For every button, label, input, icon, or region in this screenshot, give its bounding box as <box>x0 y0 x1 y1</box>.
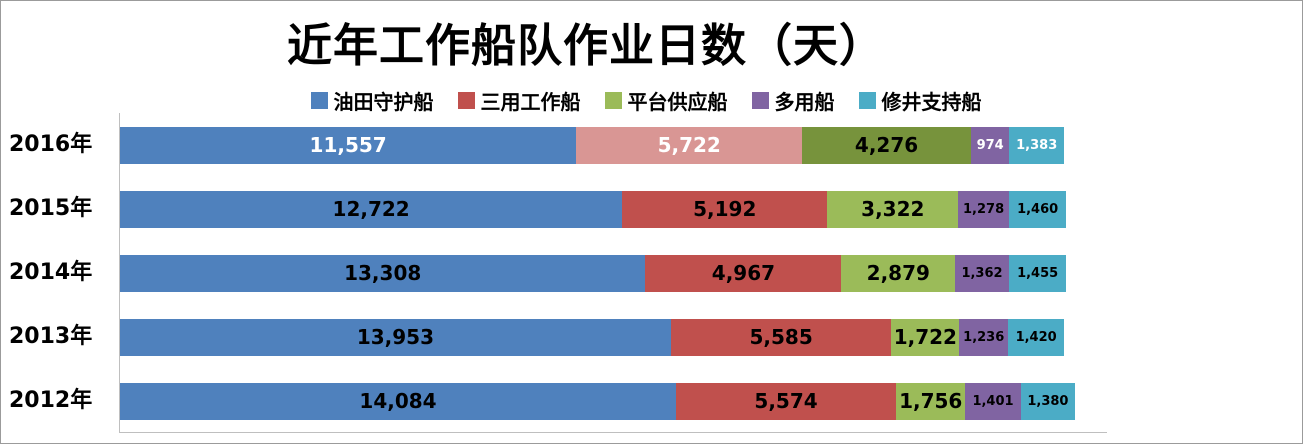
legend-label: 三用工作船 <box>480 90 581 114</box>
value-label: 1,420 <box>1015 329 1057 345</box>
legend-label: 多用船 <box>774 90 835 114</box>
bar-segment: 13,953 <box>120 318 671 356</box>
legend-swatch-icon <box>457 92 475 109</box>
value-label: 5,192 <box>693 197 757 221</box>
legend: 油田守护船 三用工作船 平台供应船 多用船 修井支持船 <box>1 86 1291 115</box>
value-label: 1,362 <box>961 265 1003 281</box>
bar-segment: 4,967 <box>645 254 842 292</box>
legend-swatch-icon <box>751 92 769 109</box>
category-label: 2016年 <box>9 132 93 157</box>
legend-swatch-icon <box>858 92 876 109</box>
value-label: 5,574 <box>754 389 818 413</box>
bar-row: 11,557 5,722 4,276 974 1,383 <box>120 113 1107 177</box>
bar-segment: 1,362 <box>955 254 1009 292</box>
value-label: 5,585 <box>749 325 813 349</box>
stacked-bar: 12,722 5,192 3,322 1,278 1,460 <box>120 190 1067 228</box>
bar-segment: 1,278 <box>958 190 1009 228</box>
bar-segment: 5,585 <box>670 318 892 356</box>
bar-segment: 13,308 <box>120 254 646 292</box>
bar-segment: 5,574 <box>676 382 897 420</box>
bar-segment: 1,383 <box>1009 126 1064 164</box>
value-label: 4,276 <box>854 133 919 157</box>
bar-segment: 1,455 <box>1008 254 1067 292</box>
plot-area: 11,557 5,722 4,276 974 1,383 12,722 5,192 3,322… <box>119 113 1107 433</box>
value-label: 1,756 <box>899 389 963 413</box>
value-label: 1,722 <box>893 325 957 349</box>
legend-item-1: 油田守护船 <box>310 86 434 115</box>
legend-item-4: 多用船 <box>751 86 835 115</box>
bar-segment: 14,084 <box>120 382 677 420</box>
legend-label: 平台供应船 <box>627 90 728 114</box>
value-label: 14,084 <box>359 389 437 413</box>
bar-segment: 5,192 <box>622 190 828 228</box>
bar-segment: 1,756 <box>896 382 966 420</box>
legend-item-5: 修井支持船 <box>858 86 982 115</box>
bar-segment: 1,380 <box>1020 382 1076 420</box>
value-label: 1,236 <box>963 329 1005 345</box>
bar-segment: 4,276 <box>802 126 971 164</box>
value-label: 4,967 <box>711 261 776 285</box>
value-label: 12,722 <box>332 197 410 221</box>
value-label: 2,879 <box>866 261 930 285</box>
legend-label: 油田守护船 <box>333 90 434 114</box>
category-label: 2013年 <box>9 324 93 349</box>
bar-segment: 5,722 <box>576 126 803 164</box>
plot: 2016年 2015年 2014年 2013年 2012年 11,557 5,722 4,2… <box>1 113 1304 434</box>
bar-segment: 1,420 <box>1008 318 1065 356</box>
bar-segment: 1,722 <box>891 318 960 356</box>
legend-item-2: 三用工作船 <box>457 86 581 115</box>
stacked-bar: 14,084 5,574 1,756 1,401 1,380 <box>120 382 1076 420</box>
legend-swatch-icon <box>310 92 328 109</box>
bar-row: 12,722 5,192 3,322 1,278 1,460 <box>120 177 1107 241</box>
stacked-bar: 11,557 5,722 4,276 974 1,383 <box>120 126 1064 164</box>
legend-label: 修井支持船 <box>881 90 982 114</box>
bar-segment: 2,879 <box>841 254 956 292</box>
value-label: 1,455 <box>1017 265 1059 281</box>
value-label: 5,722 <box>657 133 721 157</box>
value-label: 1,278 <box>963 201 1005 217</box>
bar-segment: 11,557 <box>120 126 577 164</box>
bar-segment: 974 <box>970 126 1010 164</box>
value-label: 13,308 <box>344 261 422 285</box>
value-label: 1,383 <box>1016 137 1058 153</box>
bar-row: 13,308 4,967 2,879 1,362 1,455 <box>120 241 1107 305</box>
stacked-bar: 13,953 5,585 1,722 1,236 1,420 <box>120 318 1065 356</box>
category-label: 2012年 <box>9 388 93 413</box>
bar-segment: 1,236 <box>959 318 1009 356</box>
bar-segment: 3,322 <box>827 190 959 228</box>
legend-swatch-icon <box>604 92 622 109</box>
value-label: 1,380 <box>1027 393 1069 409</box>
category-axis: 2016年 2015年 2014年 2013年 2012年 <box>1 113 119 433</box>
category-label: 2015年 <box>9 196 93 221</box>
value-label: 3,322 <box>861 197 925 221</box>
stacked-bar: 13,308 4,967 2,879 1,362 1,455 <box>120 254 1067 292</box>
category-label: 2014年 <box>9 260 93 285</box>
value-label: 1,401 <box>972 393 1014 409</box>
bar-row: 13,953 5,585 1,722 1,236 1,420 <box>120 305 1107 369</box>
chart-title: 近年工作船队作业日数（天） <box>286 19 885 72</box>
value-label: 11,557 <box>309 133 387 157</box>
legend-item-3: 平台供应船 <box>604 86 728 115</box>
value-label: 1,460 <box>1017 201 1059 217</box>
bar-row: 14,084 5,574 1,756 1,401 1,380 <box>120 369 1107 433</box>
value-label: 13,953 <box>356 325 435 349</box>
bar-segment: 1,460 <box>1008 190 1067 228</box>
value-label: 974 <box>976 137 1004 153</box>
bar-segment: 1,401 <box>965 382 1021 420</box>
bar-segment: 12,722 <box>120 190 623 228</box>
